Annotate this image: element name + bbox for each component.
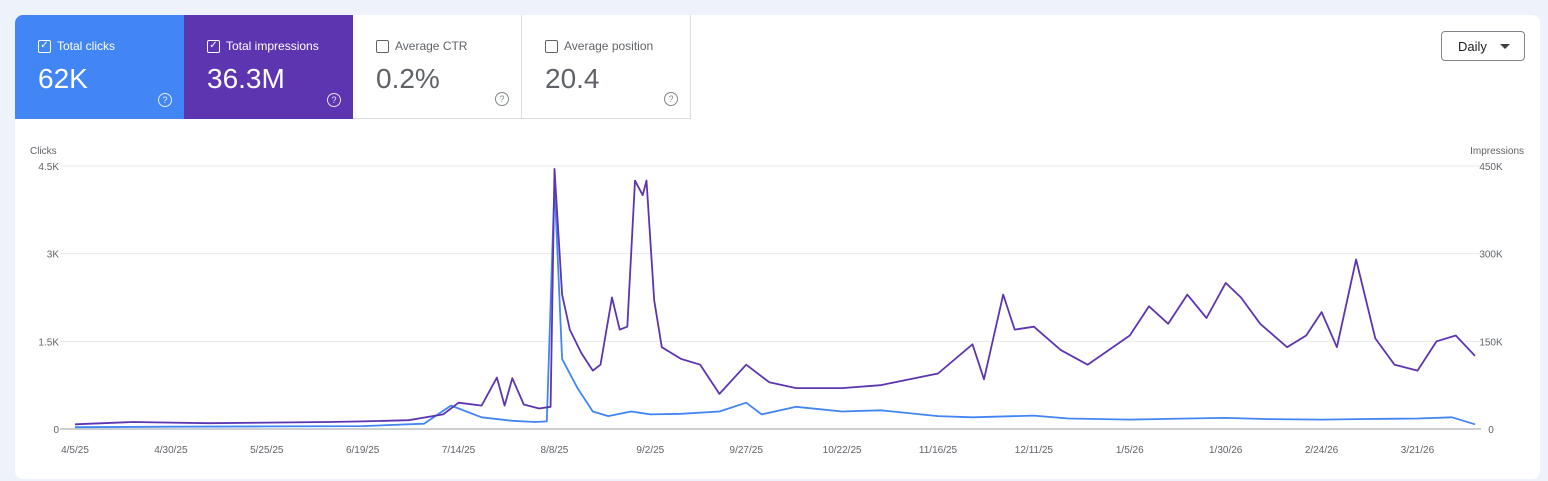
metric-value: 20.4	[545, 63, 600, 94]
y-axis-title-right: Impressions	[1470, 146, 1524, 157]
series-line-impressions	[74, 168, 1476, 426]
x-tick-label: 3/21/26	[1401, 445, 1435, 456]
checkbox-icon[interactable]: ✓	[38, 39, 51, 53]
x-tick-label: 5/25/25	[250, 445, 284, 456]
y-tick-label-right: 0	[1488, 425, 1494, 436]
x-tick-label: 2/24/26	[1305, 445, 1339, 456]
y-tick-label-left: 3K	[47, 250, 60, 261]
x-tick-label: 4/30/25	[154, 445, 188, 456]
y-tick-label-left: 1.5K	[38, 337, 59, 348]
y-tick-label-left: 4.5K	[38, 162, 59, 173]
y-tick-label-right: 300K	[1479, 250, 1503, 261]
metric-header: ✓ Total clicks	[38, 39, 115, 53]
metric-header: Average CTR	[376, 39, 467, 53]
help-circle-icon[interactable]: ?	[158, 93, 172, 107]
metric-label: Total clicks	[57, 39, 116, 53]
metric-average-position[interactable]: Average position 20.4 ?	[522, 15, 691, 119]
x-tick-label: 11/16/25	[919, 445, 958, 456]
metric-label: Average position	[564, 39, 654, 53]
x-tick-label: 9/27/25	[730, 445, 764, 456]
metric-label: Average CTR	[395, 39, 468, 53]
x-tick-label: 12/11/25	[1015, 445, 1054, 456]
period-dropdown[interactable]: Daily	[1441, 31, 1525, 61]
metric-value: 36.3M	[207, 63, 285, 94]
metric-value: 62K	[38, 63, 88, 94]
series-line-clicks	[74, 182, 1476, 429]
x-tick-label: 6/19/25	[346, 445, 380, 456]
y-tick-label-right: 450K	[1479, 162, 1503, 173]
metric-tabs: ✓ Total clicks 62K ? ✓ Total impressions…	[15, 15, 691, 119]
period-dropdown-label: Daily	[1458, 38, 1487, 54]
x-tick-label: 1/30/26	[1209, 445, 1243, 456]
checkbox-icon[interactable]: ✓	[207, 39, 220, 53]
checkbox-icon[interactable]	[376, 39, 389, 53]
x-tick-label: 4/5/25	[61, 445, 89, 456]
metric-label: Total impressions	[226, 39, 319, 53]
metric-value: 0.2%	[376, 63, 440, 94]
checkbox-icon[interactable]	[545, 39, 558, 53]
metric-total-impressions[interactable]: ✓ Total impressions 36.3M ?	[184, 15, 353, 119]
x-tick-label: 8/8/25	[541, 445, 569, 456]
metric-total-clicks[interactable]: ✓ Total clicks 62K ?	[15, 15, 184, 119]
performance-chart: 0 0 1.5K 150K 3K 300K 4.5K 450K Clicks Impression…	[30, 146, 1524, 456]
y-tick-label-left: 0	[53, 425, 59, 436]
performance-card: ✓ Total clicks 62K ? ✓ Total impressions…	[15, 15, 1540, 479]
y-tick-label-right: 150K	[1479, 337, 1503, 348]
help-circle-icon[interactable]: ?	[327, 93, 341, 107]
x-tick-label: 7/14/25	[442, 445, 476, 456]
metric-header: Average position	[545, 39, 653, 53]
metric-header: ✓ Total impressions	[207, 39, 319, 53]
caret-down-icon	[1500, 44, 1510, 49]
y-axis-title-left: Clicks	[30, 146, 57, 157]
help-circle-icon[interactable]: ?	[495, 92, 509, 106]
x-tick-label: 9/2/25	[636, 445, 664, 456]
x-tick-label: 1/5/26	[1116, 445, 1144, 456]
help-circle-icon[interactable]: ?	[664, 92, 678, 106]
x-tick-label: 10/22/25	[823, 445, 862, 456]
metric-average-ctr[interactable]: Average CTR 0.2% ?	[353, 15, 522, 119]
